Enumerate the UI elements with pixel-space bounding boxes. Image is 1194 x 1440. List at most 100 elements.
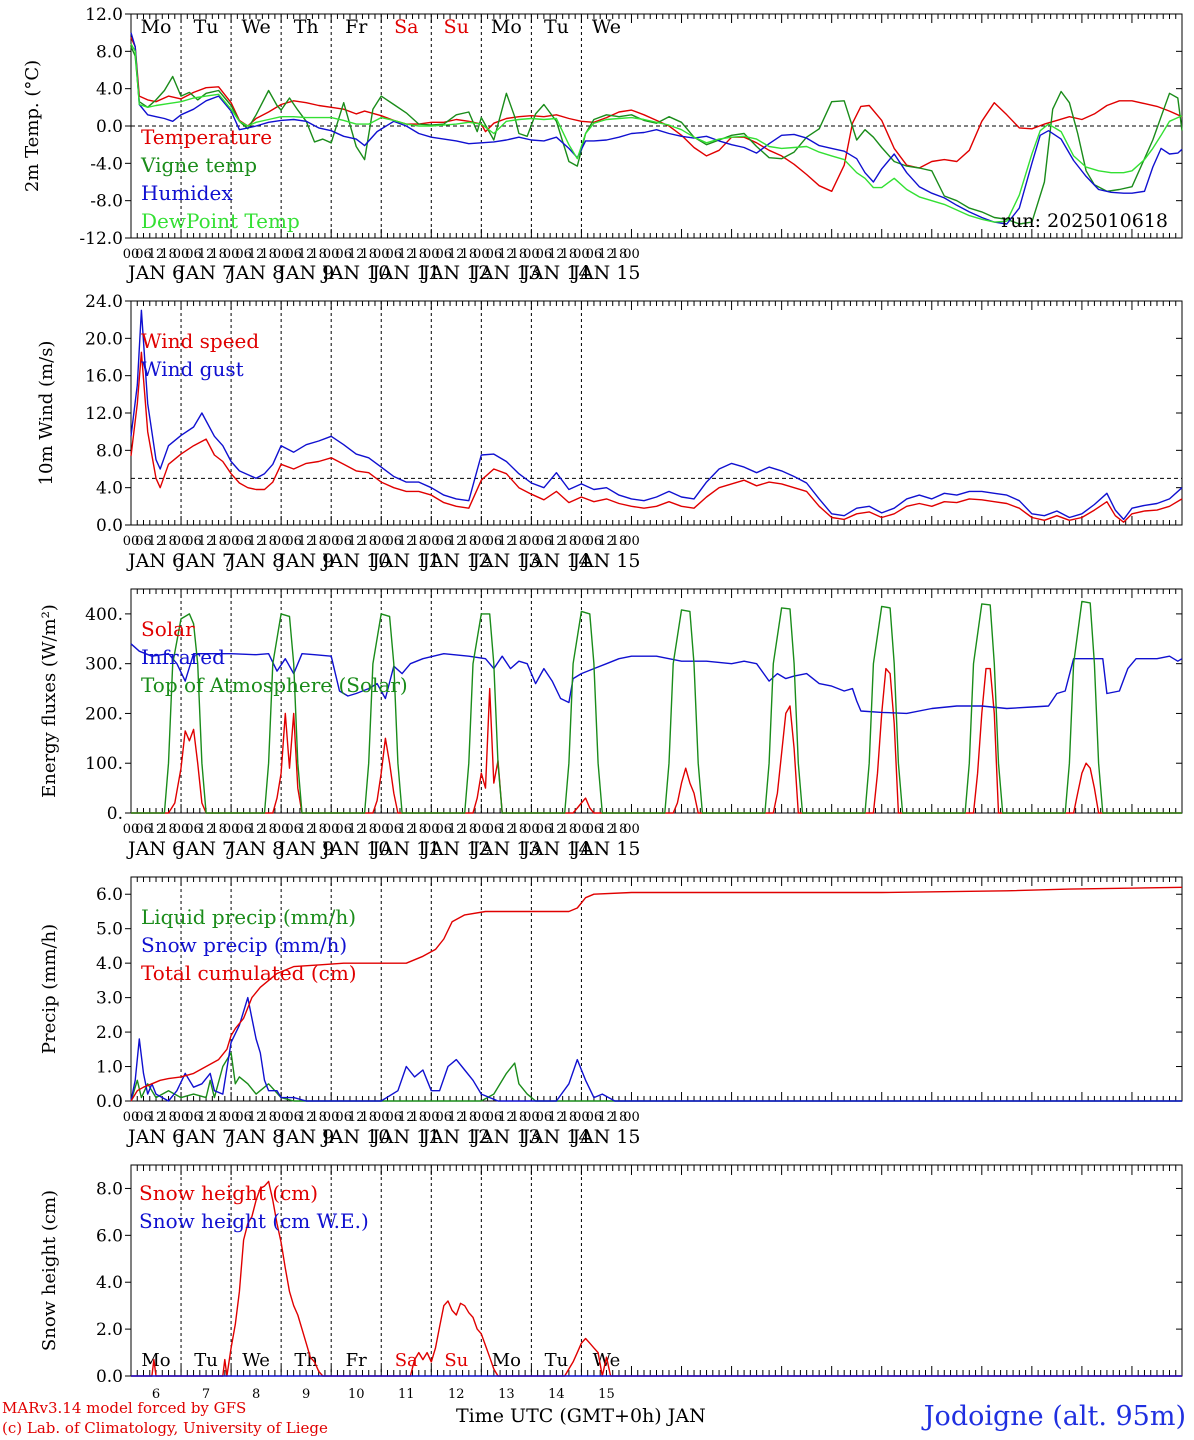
- flux-hour-tick-label: 06: [586, 822, 603, 837]
- temp-date-label: JAN 13: [470, 262, 540, 284]
- day-of-week-label: We: [592, 16, 621, 38]
- temp-hour-tick-label: 18: [461, 247, 478, 262]
- snow-y-tick-label: 6.0: [96, 1226, 123, 1246]
- precip-date-label: JAN 11: [370, 1126, 440, 1148]
- day-of-week-label: Su: [444, 16, 469, 38]
- flux-hour-tick-label: 18: [561, 822, 578, 837]
- day-of-week-label: Mo: [141, 16, 172, 38]
- flux-date-label: JAN 7: [176, 838, 234, 860]
- flux-y-tick-label: 400.: [85, 605, 123, 625]
- wind-date-label: JAN 11: [370, 550, 440, 572]
- day-of-week-label: Fr: [345, 16, 368, 38]
- precip-hour-tick-label: 12: [348, 1110, 365, 1125]
- flux-hour-tick-label: 00: [123, 822, 140, 837]
- precip-legend-entry: Total cumulated (cm): [141, 961, 357, 985]
- precip-date-label: JAN 15: [570, 1126, 640, 1148]
- temp-hour-tick-label: 06: [436, 247, 453, 262]
- wind-hour-tick-label: 12: [548, 534, 565, 549]
- precip-hour-tick-label: 00: [123, 1110, 140, 1125]
- wind-hour-tick-label: 06: [335, 534, 352, 549]
- precip-date-label: JAN 12: [420, 1126, 490, 1148]
- precip-hour-tick-label: 18: [511, 1110, 528, 1125]
- flux-date-label: JAN 13: [470, 838, 540, 860]
- precip-legend-entry: Liquid precip (mm/h): [141, 905, 356, 929]
- flux-hour-tick-label: 00: [623, 822, 640, 837]
- day-of-week-label: Th: [294, 16, 319, 38]
- flux-hour-tick-label: 18: [360, 822, 377, 837]
- wind-hour-tick-label: 00: [123, 534, 140, 549]
- temp-hour-tick-label: 00: [273, 247, 290, 262]
- precip-series-total-cumulated-cm: [130, 886, 1183, 1102]
- temp-hour-tick-label: 06: [285, 247, 302, 262]
- temp-y-tick-label: 0.0: [96, 117, 123, 137]
- precip-hour-tick-label: 18: [310, 1110, 327, 1125]
- wind-hour-tick-label: 12: [248, 534, 265, 549]
- precip-hour-tick-label: 00: [523, 1110, 540, 1125]
- precip-hour-tick-label: 00: [223, 1110, 240, 1125]
- temp-series-temperature: [130, 37, 1183, 193]
- wind-hour-tick-label: 00: [173, 534, 190, 549]
- wind-hour-tick-label: 00: [473, 534, 490, 549]
- flux-date-label: JAN 11: [370, 838, 440, 860]
- wind-hour-tick-label: 00: [273, 534, 290, 549]
- temp-date-label: JAN 7: [176, 262, 234, 284]
- temp-hour-tick-label: 00: [473, 247, 490, 262]
- precip-hour-tick-label: 12: [498, 1110, 515, 1125]
- snow-day-number-label: 14: [548, 1387, 565, 1402]
- day-of-week-label: Tu: [544, 16, 569, 38]
- precip-y-tick-label: 5.0: [96, 920, 123, 940]
- wind-hour-tick-label: 06: [586, 534, 603, 549]
- wind-hour-tick-label: 06: [536, 534, 553, 549]
- wind-y-tick-label: 24.0: [85, 292, 123, 312]
- precip-hour-tick-label: 06: [335, 1110, 352, 1125]
- wind-hour-tick-label: 12: [148, 534, 165, 549]
- temp-hour-tick-label: 12: [348, 247, 365, 262]
- flux-hour-tick-label: 00: [323, 822, 340, 837]
- temp-hour-tick-label: 18: [611, 247, 628, 262]
- temp-series-dewpoint-temp: [130, 43, 1183, 223]
- flux-hour-tick-label: 12: [448, 822, 465, 837]
- temp-hour-tick-label: 00: [173, 247, 190, 262]
- wind-hour-tick-label: 12: [348, 534, 365, 549]
- precip-hour-tick-label: 12: [448, 1110, 465, 1125]
- wind-y-tick-label: 4.0: [96, 479, 123, 499]
- flux-hour-tick-label: 00: [523, 822, 540, 837]
- temp-hour-tick-label: 12: [198, 247, 215, 262]
- wind-series-wind-speed: [130, 351, 1183, 523]
- precip-hour-tick-label: 06: [486, 1110, 503, 1125]
- wind-y-tick-label: 20.0: [85, 329, 123, 349]
- snow-day-number-label: 10: [348, 1387, 365, 1402]
- flux-hour-tick-label: 06: [335, 822, 352, 837]
- wind-hour-tick-label: 06: [285, 534, 302, 549]
- precip-hour-tick-label: 18: [411, 1110, 428, 1125]
- precip-hour-tick-label: 06: [285, 1110, 302, 1125]
- flux-hour-tick-label: 18: [511, 822, 528, 837]
- precip-hour-tick-label: 06: [185, 1110, 202, 1125]
- wind-frame: [130, 300, 1183, 526]
- precip-hour-tick-label: 06: [536, 1110, 553, 1125]
- flux-hour-tick-label: 18: [160, 822, 177, 837]
- wind-hour-tick-label: 12: [298, 534, 315, 549]
- precip-date-label: JAN 6: [126, 1126, 184, 1148]
- snow-day-number-label: 13: [498, 1387, 515, 1402]
- snow-day-number-label: 12: [448, 1387, 465, 1402]
- temp-hour-tick-label: 00: [323, 247, 340, 262]
- day-of-week-label: Sa: [394, 16, 418, 38]
- snow-y-axis-title: Snow height (cm): [39, 1190, 60, 1351]
- precip-hour-tick-label: 06: [586, 1110, 603, 1125]
- flux-hour-tick-label: 12: [198, 822, 215, 837]
- temp-y-tick-label: 8.0: [96, 42, 123, 62]
- precip-hour-tick-label: 06: [436, 1110, 453, 1125]
- temp-hour-tick-label: 12: [298, 247, 315, 262]
- flux-hour-tick-label: 12: [248, 822, 265, 837]
- precip-hour-tick-label: 00: [173, 1110, 190, 1125]
- flux-hour-tick-label: 00: [573, 822, 590, 837]
- day-of-week-label: Mo: [491, 16, 522, 38]
- precip-hour-tick-label: 18: [360, 1110, 377, 1125]
- flux-hour-tick-label: 18: [310, 822, 327, 837]
- temp-hour-tick-label: 06: [536, 247, 553, 262]
- precip-hour-tick-label: 12: [298, 1110, 315, 1125]
- wind-hour-tick-label: 00: [573, 534, 590, 549]
- wind-y-tick-label: 12.0: [85, 404, 123, 424]
